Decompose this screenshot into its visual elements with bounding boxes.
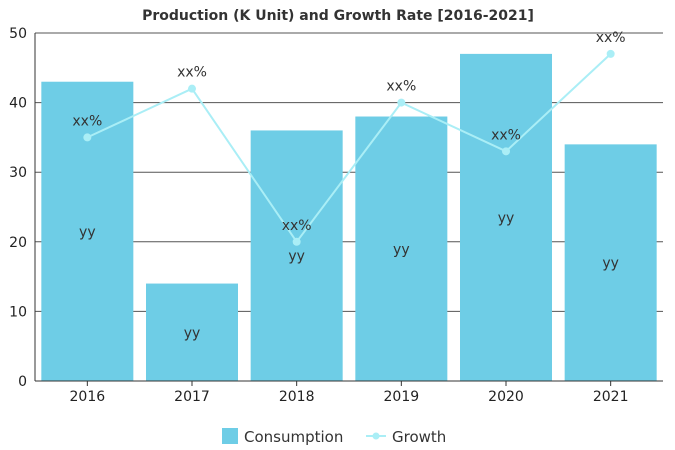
bar-2019[interactable]	[355, 116, 448, 382]
growth-label-2016: xx%	[72, 113, 102, 129]
bar-2017[interactable]	[146, 283, 238, 381]
bar-label-2019: yy	[393, 242, 410, 258]
x-tick-label-2021: 2021	[593, 389, 629, 405]
bar-label-2020: yy	[498, 210, 515, 226]
bar-label-2017: yy	[184, 325, 201, 341]
y-tick-label: 20	[9, 235, 27, 251]
bar-series: yy yy yy yy yy yy	[41, 53, 657, 382]
x-tick-label-2017: 2017	[174, 389, 210, 405]
x-tick-label-2016: 2016	[70, 389, 106, 405]
growth-point-2019[interactable]	[397, 98, 406, 107]
growth-point-2018[interactable]	[292, 237, 301, 246]
bar-2020[interactable]	[460, 53, 552, 381]
growth-point-2021[interactable]	[606, 49, 615, 58]
legend-label-growth[interactable]: Growth	[392, 428, 446, 446]
bar-label-2018: yy	[288, 249, 305, 265]
growth-label-2021: xx%	[596, 30, 626, 46]
axes: 0 10 20 30 40 50 2016 2017 2018 2019 2020 2021	[9, 26, 663, 405]
growth-label-2018: xx%	[282, 218, 312, 234]
bar-2016[interactable]	[41, 81, 134, 381]
growth-line	[86, 53, 612, 244]
growth-point-2017[interactable]	[188, 84, 196, 93]
growth-point-2020[interactable]	[502, 147, 510, 156]
legend-label-consumption[interactable]: Consumption	[244, 428, 343, 446]
growth-label-2019: xx%	[386, 79, 416, 95]
y-tick-label: 40	[9, 96, 27, 112]
bar-label-2021: yy	[602, 256, 619, 272]
y-tick-label: 50	[9, 26, 27, 42]
bar-2018[interactable]	[250, 130, 343, 381]
y-tick-label: 30	[9, 165, 27, 181]
x-tick-label-2020: 2020	[488, 389, 524, 405]
x-tick-label-2018: 2018	[279, 389, 315, 405]
legend-swatch-consumption[interactable]	[222, 428, 238, 444]
growth-point-2016[interactable]	[83, 133, 92, 142]
y-tick-label: 10	[9, 304, 27, 320]
legend-marker-growth[interactable]	[372, 432, 380, 440]
bar-2021[interactable]	[564, 144, 657, 381]
x-tick-label-2019: 2019	[384, 389, 420, 405]
legend[interactable]: Consumption Growth	[222, 428, 446, 446]
growth-label-2020: xx%	[491, 127, 521, 143]
bar-label-2016: yy	[79, 224, 96, 240]
line-series: xx% xx% xx% xx% xx% xx%	[72, 30, 626, 246]
growth-label-2017: xx%	[177, 65, 207, 81]
y-tick-label: 0	[18, 374, 27, 390]
chart-title: Production (K Unit) and Growth Rate [201…	[142, 8, 534, 24]
